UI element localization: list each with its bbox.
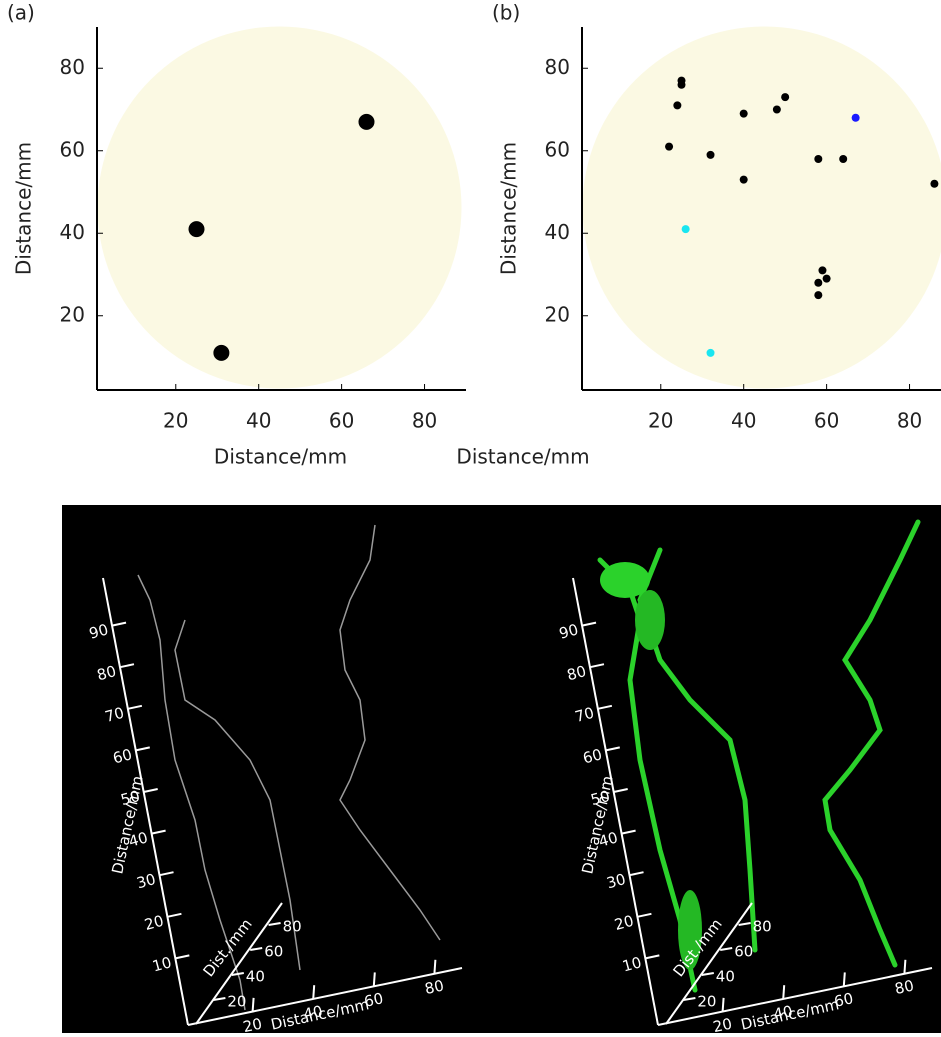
sample-disc <box>583 27 941 389</box>
blob <box>600 562 650 598</box>
tick-label: 80 <box>283 918 302 936</box>
y-tick-label: 60 <box>60 137 85 161</box>
tick <box>313 985 314 999</box>
y-tick-label: 40 <box>545 220 570 244</box>
x-tick-label: 40 <box>731 409 756 433</box>
tick <box>374 972 375 986</box>
point <box>773 106 781 114</box>
y-tick-label: 80 <box>545 55 570 79</box>
tick-label: 20 <box>697 993 716 1011</box>
point <box>673 101 681 109</box>
y-tick-label: 20 <box>545 302 570 326</box>
tick <box>904 960 905 974</box>
point <box>839 155 847 163</box>
x-tick-label: 20 <box>163 409 188 433</box>
point <box>740 110 748 118</box>
point <box>814 279 822 287</box>
y-tick-label: 40 <box>60 220 85 244</box>
point <box>707 151 715 159</box>
point <box>814 155 822 163</box>
tick-label: 80 <box>753 918 772 936</box>
tick-label: 20 <box>241 1015 263 1033</box>
tick <box>723 998 724 1012</box>
point <box>781 93 789 101</box>
tick-label: 20 <box>711 1015 733 1033</box>
point <box>930 180 938 188</box>
tick <box>844 972 845 986</box>
blob <box>635 590 665 650</box>
x-tick-label: 40 <box>246 409 271 433</box>
point <box>852 114 860 122</box>
tick <box>783 985 784 999</box>
x-tick-label: 20 <box>648 409 673 433</box>
tick-label: 60 <box>734 943 753 961</box>
x-tick-label: 80 <box>412 409 437 433</box>
point <box>707 349 715 357</box>
tick-label: 40 <box>246 968 265 986</box>
point <box>682 225 690 233</box>
y-axis-label: Distance/mm <box>497 142 521 275</box>
tick-label: 60 <box>264 943 283 961</box>
point <box>818 266 826 274</box>
panel-label: (b) <box>492 1 520 25</box>
panel-label: (a) <box>7 1 35 25</box>
point <box>814 291 822 299</box>
y-axis-label: Distance/mm <box>12 142 36 275</box>
point <box>740 176 748 184</box>
point <box>213 345 229 361</box>
y-tick-label: 60 <box>545 137 570 161</box>
x-axis-label: Distance/mm <box>214 445 347 469</box>
sample-disc <box>98 27 462 389</box>
x-tick-label: 60 <box>329 409 354 433</box>
tick <box>253 998 254 1012</box>
point <box>678 81 686 89</box>
point <box>823 275 831 283</box>
point <box>189 221 205 237</box>
x-tick-label: 60 <box>814 409 839 433</box>
x-axis-label: Distance/mm <box>456 445 589 469</box>
y-tick-label: 80 <box>60 55 85 79</box>
x-tick-label: 80 <box>897 409 922 433</box>
tick-label: 40 <box>716 968 735 986</box>
tick <box>434 960 435 974</box>
point <box>665 143 673 151</box>
y-tick-label: 20 <box>60 302 85 326</box>
tick-label: 20 <box>227 993 246 1011</box>
point <box>358 114 374 130</box>
render-background <box>62 505 941 1033</box>
